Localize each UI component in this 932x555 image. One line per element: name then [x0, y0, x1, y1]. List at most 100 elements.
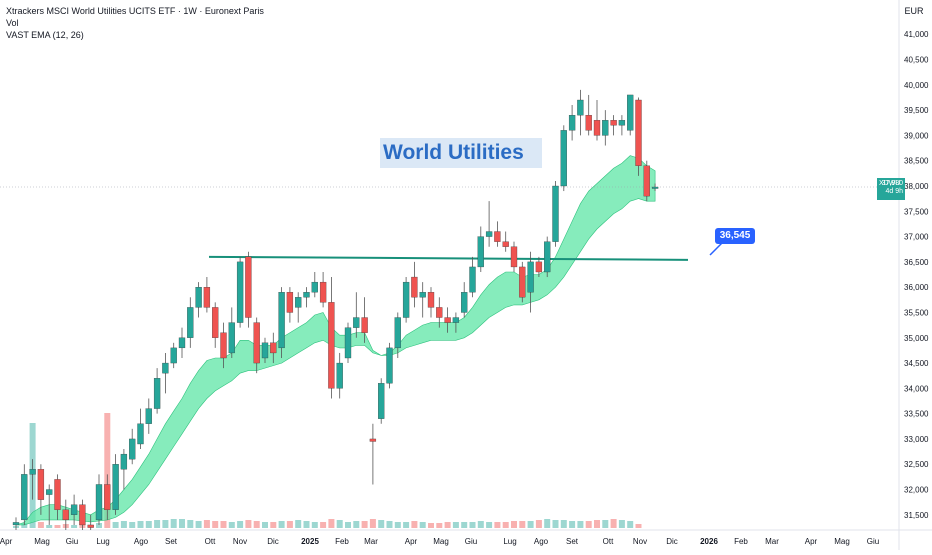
candle-body[interactable] [120, 453, 128, 470]
candle-body[interactable] [278, 292, 285, 349]
candle-body[interactable] [286, 292, 294, 313]
price-tick-label: 35,000 [904, 334, 929, 343]
candle-body[interactable] [295, 297, 302, 308]
candle-body[interactable] [311, 281, 318, 293]
candle-body[interactable] [560, 130, 567, 187]
candle-body[interactable] [627, 94, 634, 131]
candle-body[interactable] [137, 423, 144, 445]
candle-body[interactable] [303, 292, 310, 298]
candle-body[interactable] [29, 469, 36, 475]
candle-body[interactable] [178, 337, 186, 349]
candle-body[interactable] [336, 362, 343, 389]
candle-body[interactable] [70, 504, 78, 515]
resistance-line[interactable] [208, 255, 689, 261]
candle-body[interactable] [79, 504, 86, 526]
candle-body[interactable] [95, 484, 103, 521]
ema-cloud-band[interactable] [15, 155, 656, 526]
candle-body[interactable] [236, 261, 244, 323]
candle-body[interactable] [635, 99, 642, 166]
price-tick-label: 34,000 [904, 384, 929, 393]
volume-bar [54, 525, 61, 528]
candle-body[interactable] [386, 347, 393, 384]
candle-body[interactable] [195, 287, 202, 308]
candle-body[interactable] [419, 292, 426, 298]
candle-body[interactable] [577, 99, 584, 116]
candle-body[interactable] [593, 120, 601, 136]
candle-body[interactable] [129, 438, 136, 460]
candle-body[interactable] [552, 185, 559, 242]
candle-body[interactable] [112, 464, 119, 510]
volume-bar [577, 521, 584, 528]
candle-body[interactable] [452, 317, 460, 323]
candle-body[interactable] [328, 302, 335, 389]
candle-body[interactable] [228, 322, 235, 354]
candle-body[interactable] [585, 115, 592, 131]
volume-legend[interactable]: Vol [6, 18, 19, 28]
candle-body[interactable] [378, 383, 385, 419]
candle-body[interactable] [494, 231, 501, 242]
candle-body[interactable] [485, 231, 493, 237]
candle-body[interactable] [411, 276, 418, 298]
candle-body[interactable] [369, 438, 377, 442]
candle-body[interactable] [253, 322, 260, 364]
price-tick-label: 32,500 [904, 460, 929, 469]
candle-body[interactable] [394, 317, 401, 349]
candle-body[interactable] [104, 484, 111, 510]
candle-body[interactable] [643, 165, 650, 197]
candle-body[interactable] [444, 317, 451, 323]
candle-body[interactable] [145, 408, 152, 424]
candle-body[interactable] [510, 246, 518, 268]
candle-body[interactable] [610, 120, 617, 126]
price-tag-label[interactable]: 36,545 [715, 228, 755, 244]
candle-body[interactable] [12, 522, 20, 526]
volume-bar [627, 521, 634, 528]
candle-body[interactable] [436, 307, 443, 318]
candle-body[interactable] [568, 115, 576, 131]
volume-bar [502, 522, 509, 528]
candle-body[interactable] [477, 236, 484, 268]
candle-body[interactable] [602, 120, 609, 136]
candle-body[interactable] [535, 261, 543, 273]
candle-body[interactable] [261, 342, 269, 359]
candle-body[interactable] [461, 292, 468, 313]
candle-body[interactable] [502, 241, 509, 247]
candle-body[interactable] [87, 524, 94, 528]
volume-bar [403, 522, 410, 528]
candle-body[interactable] [62, 509, 69, 521]
candle-body[interactable] [270, 342, 277, 354]
candle-body[interactable] [212, 307, 219, 338]
volume-bar [469, 522, 476, 528]
candle-body[interactable] [469, 266, 476, 293]
ema-legend[interactable]: VAST EMA (12, 26) [6, 30, 84, 40]
candle-body[interactable] [427, 292, 435, 308]
candle-body[interactable] [162, 362, 169, 374]
world-utilities-annotation[interactable]: World Utilities [380, 138, 542, 168]
candle-body[interactable] [46, 489, 53, 495]
candle-body[interactable] [618, 120, 626, 126]
candle-body[interactable] [187, 307, 194, 338]
candle-body[interactable] [153, 378, 161, 409]
candle-body[interactable] [220, 332, 227, 359]
candle-body[interactable] [170, 347, 177, 364]
candle-body[interactable] [21, 474, 28, 521]
price-tick-label: 34,500 [904, 359, 929, 368]
candle-body[interactable] [651, 186, 659, 189]
candle-body[interactable] [203, 287, 211, 308]
time-tick-label: 2025 [301, 537, 319, 546]
candle-body[interactable] [54, 479, 61, 510]
candle-body[interactable] [527, 261, 534, 293]
candle-body[interactable] [37, 469, 45, 500]
candle-body[interactable] [344, 327, 352, 359]
candle-body[interactable] [353, 317, 360, 328]
volume-bar [145, 521, 152, 528]
candle-body[interactable] [519, 266, 526, 298]
candle-body[interactable] [319, 281, 327, 303]
candle-body[interactable] [402, 281, 410, 318]
currency-label[interactable]: EUR [904, 6, 924, 16]
time-tick-label: Feb [335, 537, 349, 546]
candle-body[interactable] [361, 317, 368, 333]
candle-body[interactable] [245, 256, 252, 318]
candle-body[interactable] [544, 241, 551, 273]
